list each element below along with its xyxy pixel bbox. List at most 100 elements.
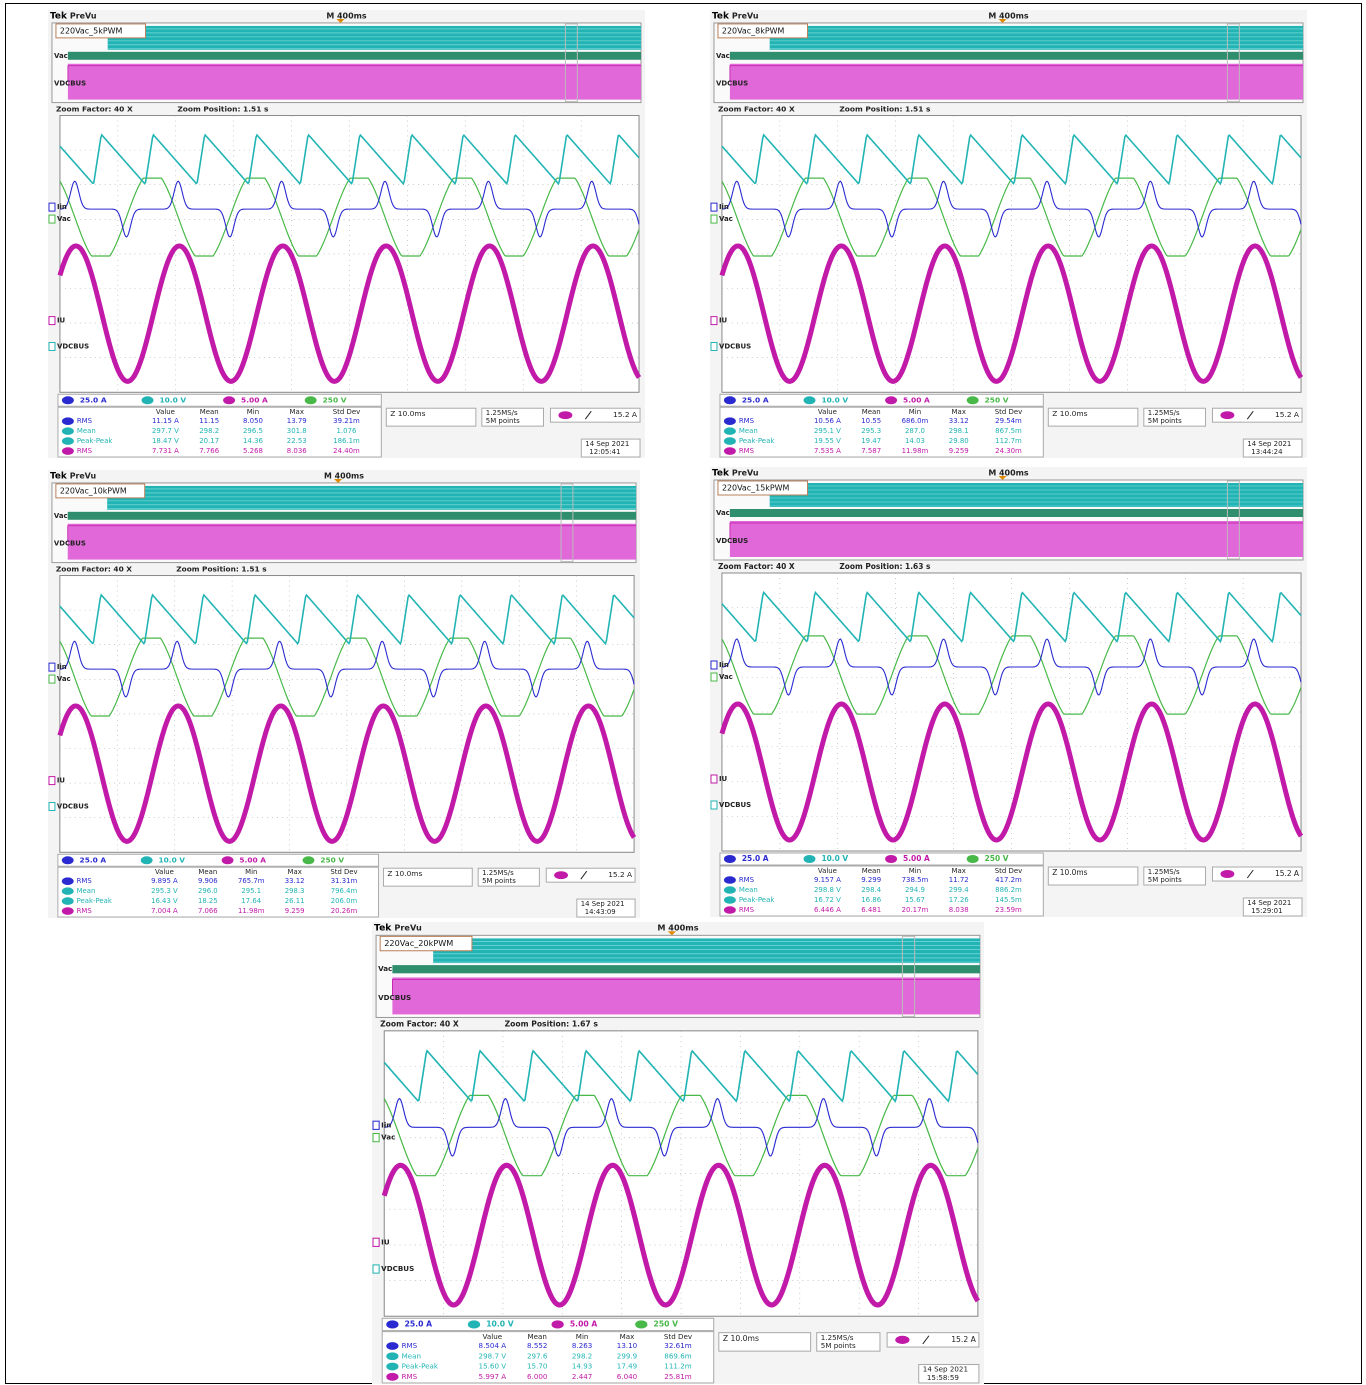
channel-marker bbox=[48, 316, 56, 326]
scope-capture: Tek PreVu M 400ms 220Vac_5kPWM Vac VDCBUS Zoom… bbox=[48, 10, 645, 458]
overview-green bbox=[729, 509, 1304, 517]
channel-label: VDCBUS bbox=[57, 342, 89, 350]
measurement-value: 295.3 V bbox=[151, 887, 178, 895]
overview-channel-label: Vac bbox=[54, 512, 68, 520]
measurement-column: Value bbox=[818, 867, 837, 875]
channel-badge bbox=[386, 1320, 399, 1329]
measurement-value: 20.26m bbox=[331, 907, 358, 915]
channel-label: VDCBUS bbox=[719, 801, 751, 809]
time: 15:58:59 bbox=[927, 1373, 959, 1382]
measurement-value: 145.5m bbox=[995, 896, 1022, 904]
channel-marker bbox=[372, 1264, 380, 1274]
overview-magenta bbox=[67, 63, 642, 100]
iu-trace bbox=[381, 1162, 981, 1308]
measurement-value: 23.59m bbox=[995, 906, 1022, 914]
overview-magenta bbox=[392, 977, 980, 1015]
trigger-box bbox=[1211, 407, 1303, 423]
channel-badge bbox=[140, 856, 153, 865]
zoom-position: Zoom Position: 1.51 s bbox=[839, 105, 931, 114]
channel-badge bbox=[723, 396, 736, 405]
measurement-value: 11.15 A bbox=[152, 417, 179, 425]
row-badge bbox=[723, 437, 736, 445]
channel-label: IU bbox=[381, 1237, 390, 1246]
measurement-value: 738.5m bbox=[902, 876, 929, 884]
row-badge bbox=[723, 906, 736, 914]
row-badge bbox=[61, 437, 74, 445]
measurement-value: 7.766 bbox=[199, 447, 219, 455]
measurement-value: 186.1m bbox=[333, 437, 360, 445]
row-badge bbox=[386, 1342, 399, 1350]
trigger-marker bbox=[998, 476, 1007, 480]
overview-green bbox=[392, 965, 980, 974]
zoom-factor: Zoom Factor: 40 X bbox=[718, 105, 795, 114]
overview-channel-label: Vac bbox=[716, 509, 730, 517]
sample-rate: 1.25MS/s bbox=[482, 869, 514, 877]
row-badge bbox=[723, 886, 736, 894]
measurement-value: 7.587 bbox=[861, 447, 881, 455]
iu-trace bbox=[57, 243, 642, 384]
channel-label: IU bbox=[57, 777, 65, 785]
overview-channel-label: VDCBUS bbox=[716, 80, 748, 88]
channel-marker bbox=[372, 1120, 380, 1130]
channel-label: VDCBUS bbox=[57, 802, 89, 810]
channel-marker bbox=[710, 800, 718, 810]
trigger-badge bbox=[554, 871, 568, 880]
measurement-name: Peak-Peak bbox=[402, 1362, 439, 1371]
channel-label: Iin bbox=[57, 663, 67, 671]
measurement-name: Mean bbox=[739, 427, 758, 435]
trigger-badge bbox=[1220, 870, 1235, 878]
measurement-value: 298.8 V bbox=[814, 886, 841, 894]
measurement-value: 11.72 bbox=[949, 876, 969, 884]
measurement-column: Value bbox=[483, 1332, 503, 1341]
measurement-name: RMS bbox=[77, 417, 93, 425]
measurement-value: 6.481 bbox=[861, 906, 881, 914]
vdcbus-trace bbox=[59, 133, 640, 186]
measurement-table bbox=[719, 406, 1044, 458]
channel-scale: 25.0 A bbox=[742, 854, 769, 863]
record-length: 5M points bbox=[486, 417, 520, 425]
measurement-value: 17.64 bbox=[241, 897, 261, 905]
measurement-value: 299.4 bbox=[949, 886, 969, 894]
measurement-column: Std Dev bbox=[333, 408, 361, 416]
channel-badge bbox=[551, 1320, 564, 1329]
measurement-name: RMS bbox=[739, 876, 755, 884]
overview-magenta-texture bbox=[391, 979, 980, 996]
overview-magenta bbox=[729, 63, 1304, 100]
trigger-slope bbox=[1246, 410, 1254, 420]
scope-screen: Tek PreVu M 400ms 220Vac_5kPWM Vac VDCBUS Zoom… bbox=[48, 10, 645, 458]
date: 14 Sep 2021 bbox=[585, 440, 629, 448]
channel-badge bbox=[635, 1320, 648, 1329]
channel-badge bbox=[61, 396, 74, 405]
channel-scale: 5.00 A bbox=[570, 1319, 597, 1328]
measurement-value: 765.7m bbox=[238, 877, 265, 885]
measurement-table bbox=[57, 406, 382, 458]
horizontal-scale: Z 10.0ms bbox=[387, 869, 422, 878]
channel-marker bbox=[48, 776, 56, 786]
measurement-value: 33.12 bbox=[949, 417, 969, 425]
channel-label: Iin bbox=[719, 203, 729, 211]
row-badge bbox=[723, 427, 736, 435]
measurement-value: 9.157 A bbox=[814, 876, 841, 884]
measurement-column: Std Dev bbox=[995, 867, 1023, 875]
trigger-level: 15.2 A bbox=[1275, 869, 1300, 878]
row-badge bbox=[723, 417, 736, 425]
measurement-value: 301.8 bbox=[287, 427, 307, 435]
mode: PreVu bbox=[394, 923, 422, 933]
channel-label: Iin bbox=[57, 203, 67, 211]
row-badge bbox=[61, 877, 74, 885]
scope-capture: Tek PreVu M 400ms 220Vac_8kPWM Vac VDCBUS Zoom… bbox=[710, 10, 1307, 458]
capture-label: 220Vac_20kPWM bbox=[384, 938, 453, 948]
measurement-name: Mean bbox=[402, 1351, 421, 1360]
zoom-factor: Zoom Factor: 40 X bbox=[56, 105, 133, 114]
measurement-value: 111.2m bbox=[664, 1362, 691, 1371]
channel-marker bbox=[372, 1237, 380, 1247]
measurement-value: 39.21m bbox=[333, 417, 360, 425]
channel-marker bbox=[48, 214, 56, 224]
record-length: 5M points bbox=[1148, 876, 1182, 884]
measurement-name: Peak-Peak bbox=[77, 437, 113, 445]
acquisition-box bbox=[1143, 866, 1207, 886]
trigger-marker bbox=[336, 18, 345, 23]
measurement-column: Value bbox=[156, 408, 175, 416]
sample-rate: 1.25MS/s bbox=[486, 409, 518, 417]
